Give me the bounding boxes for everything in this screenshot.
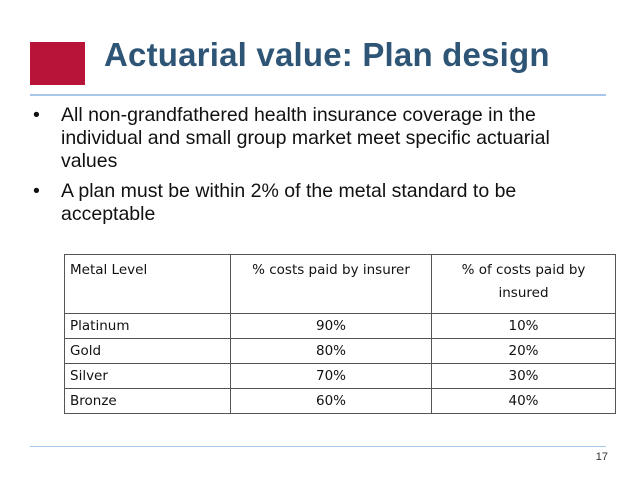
metal-level-table: Metal Level % costs paid by insurer % of… <box>64 254 616 414</box>
cell-insurer-share: 90% <box>230 313 432 339</box>
table-row: Bronze 60% 40% <box>64 388 616 414</box>
header-insurer-share: % costs paid by insurer <box>230 254 432 314</box>
title-divider <box>30 94 606 96</box>
cell-metal-level: Bronze <box>64 388 231 414</box>
bullet-symbol: • <box>33 180 40 202</box>
cell-insurer-share: 80% <box>230 338 432 364</box>
accent-square <box>30 42 85 85</box>
cell-metal-level: Silver <box>64 363 231 389</box>
header-insured-share: % of costs paid by insured <box>431 254 616 314</box>
bullet-list: • All non-grandfathered health insurance… <box>30 104 600 233</box>
cell-insurer-share: 70% <box>230 363 432 389</box>
cell-metal-level: Gold <box>64 338 231 364</box>
slide-title: Actuarial value: Plan design <box>104 36 550 73</box>
table-row: Platinum 90% 10% <box>64 313 616 339</box>
cell-insured-share: 40% <box>431 388 616 414</box>
table-header-row: Metal Level % costs paid by insurer % of… <box>64 254 616 314</box>
page-number: 17 <box>595 451 608 463</box>
table-row: Gold 80% 20% <box>64 338 616 364</box>
cell-insured-share: 30% <box>431 363 616 389</box>
cell-insured-share: 20% <box>431 338 616 364</box>
bullet-text: All non-grandfathered health insurance c… <box>61 104 550 172</box>
table-row: Silver 70% 30% <box>64 363 616 389</box>
bullet-item: • All non-grandfathered health insurance… <box>30 104 600 173</box>
bullet-item: • A plan must be within 2% of the metal … <box>30 180 600 226</box>
cell-insured-share: 10% <box>431 313 616 339</box>
bullet-symbol: • <box>33 104 40 126</box>
cell-metal-level: Platinum <box>64 313 231 339</box>
header-metal-level: Metal Level <box>64 254 231 314</box>
cell-insurer-share: 60% <box>230 388 432 414</box>
footer-divider <box>30 446 606 447</box>
bullet-text: A plan must be within 2% of the metal st… <box>61 180 517 225</box>
